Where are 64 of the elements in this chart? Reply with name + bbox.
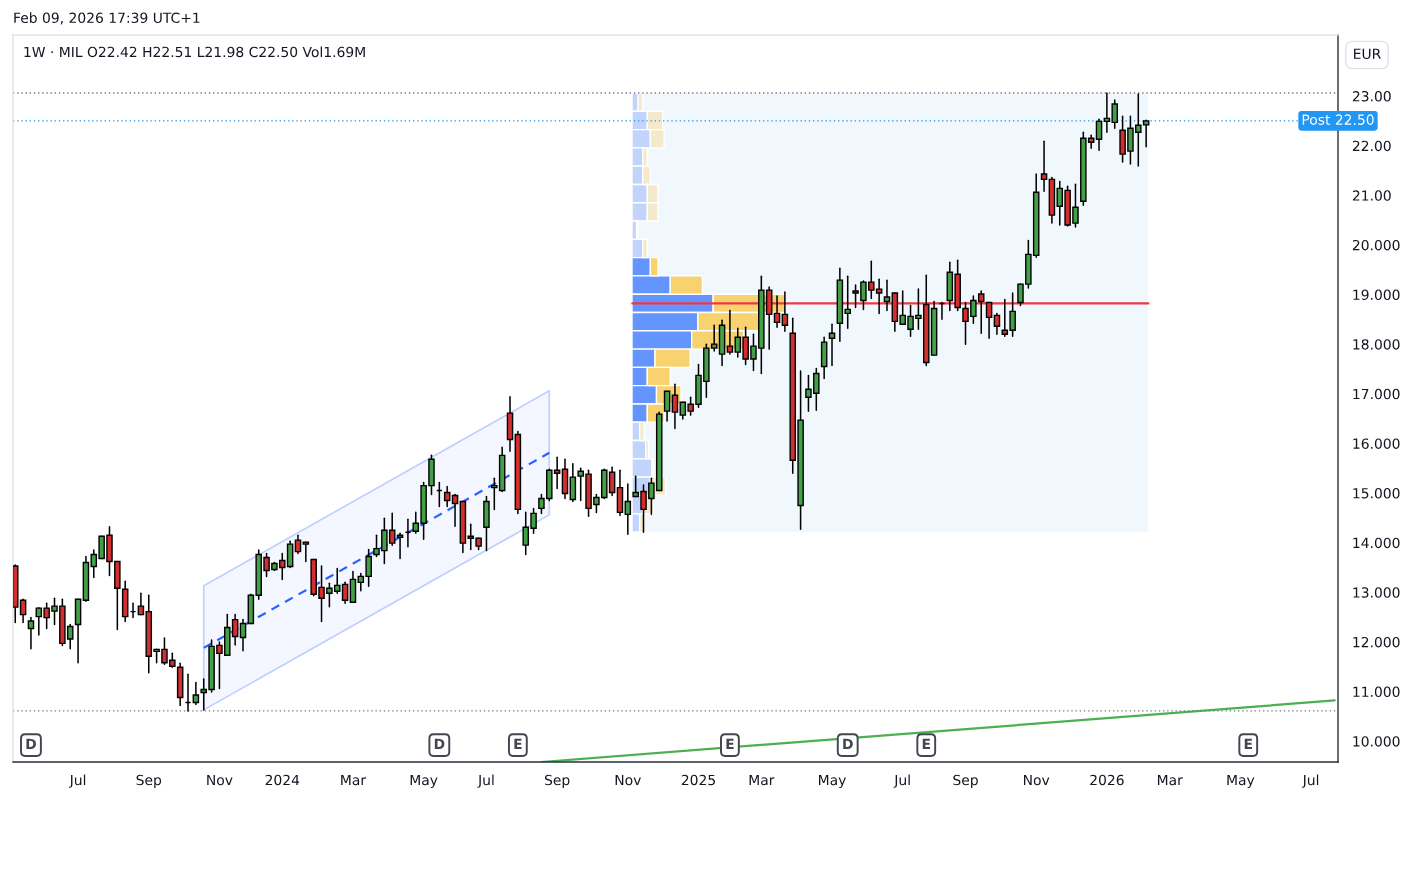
candlestick	[294, 534, 302, 555]
annotation: E	[1244, 738, 1252, 749]
y-tick-label: 11.000	[1353, 686, 1400, 698]
candlestick	[773, 295, 781, 329]
candlestick	[451, 493, 459, 528]
x-tick-label: Jul	[68, 774, 86, 788]
x-tick-label: 2024	[265, 774, 300, 786]
y-tick-label: 17.000	[1353, 388, 1400, 400]
candlestick	[883, 279, 891, 312]
y-tick-label: 18.000	[1353, 339, 1400, 350]
y-tick-label: 14.000	[1353, 537, 1400, 549]
annotation: D	[26, 738, 36, 749]
candlestick	[828, 323, 836, 367]
candlestick	[985, 301, 993, 339]
x-tick-label: Jul	[1301, 774, 1319, 788]
candlestick	[443, 485, 451, 508]
x-tick-label: Mar	[341, 774, 367, 786]
text: 1W · MIL O22.42 H22.51 L21.98 C22.50 Vol1.69M	[24, 46, 365, 58]
x-tick-label: May	[819, 774, 846, 788]
x-tick-label: Jul	[893, 774, 910, 788]
annotation: D	[434, 738, 445, 749]
x-tick-label: Nov	[207, 774, 233, 786]
candlestick	[1040, 140, 1048, 193]
text: Feb 09, 2026 17:39 UTC+1	[14, 12, 200, 25]
candlestick	[396, 532, 404, 560]
candlestick	[27, 616, 35, 650]
y-tick-label: 16.000	[1353, 438, 1400, 449]
x-tick-label: May	[1227, 774, 1255, 788]
x-tick-label: Mar	[749, 774, 775, 786]
x-tick-label: Sep	[953, 774, 978, 788]
x-tick-label: Sep	[544, 774, 570, 788]
candlestick	[239, 618, 247, 652]
candlestick	[993, 312, 1001, 336]
x-tick-label: 2026	[1090, 774, 1124, 786]
y-tick-label: 10.000	[1353, 736, 1400, 747]
x-tick-label: Nov	[615, 774, 641, 786]
candlestick	[302, 541, 310, 563]
x-tick-label: May	[410, 774, 438, 788]
candlestick	[192, 681, 200, 706]
annotation: D	[843, 738, 853, 749]
candlestick	[349, 570, 357, 603]
candlestick	[663, 390, 671, 422]
y-tick-label: 23.00	[1352, 91, 1391, 102]
candlestick	[671, 383, 679, 430]
ref-line-label: Post 22.50	[1302, 114, 1374, 125]
candlestick	[781, 291, 789, 333]
x-tick-label: Nov	[1024, 774, 1050, 786]
x-tick-label: 2025	[681, 774, 715, 786]
annotation: E	[922, 738, 930, 749]
y-tick-label: 15.000	[1353, 488, 1400, 499]
y-tick-label: 13.000	[1353, 587, 1400, 598]
y-tick-label: 20.000	[1352, 239, 1400, 251]
y-tick-label: 19.000	[1353, 289, 1400, 301]
y-tick-label: 22.00	[1352, 140, 1391, 152]
y-tick-label: 21.00	[1352, 190, 1391, 201]
candlestick	[1095, 118, 1103, 151]
x-tick-label: Mar	[1157, 774, 1183, 786]
candlestick	[624, 483, 632, 535]
x-tick-label: Jul	[477, 774, 494, 788]
annotation: E	[726, 738, 734, 749]
x-tick-label: Sep	[136, 774, 162, 788]
text: EUR	[1354, 48, 1381, 60]
annotation: E	[514, 738, 522, 749]
y-tick-label: 12.000	[1353, 636, 1400, 648]
